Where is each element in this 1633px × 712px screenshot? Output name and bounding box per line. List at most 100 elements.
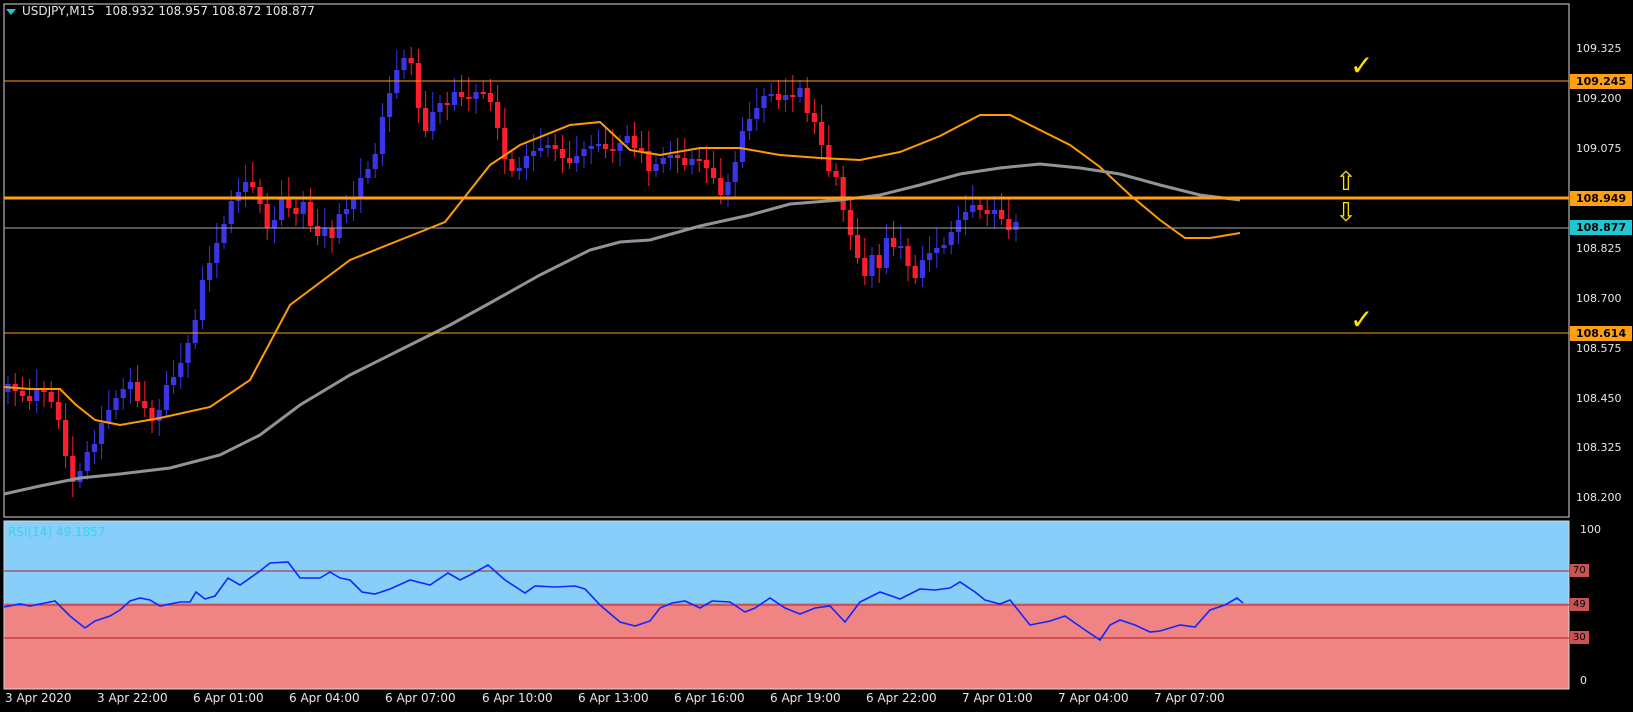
candle-body [631,136,637,148]
candle-body [610,149,616,151]
candle-body [883,238,889,268]
candle-body [99,423,105,444]
candle-body [502,128,508,159]
candle-body [444,103,450,105]
candle-body [948,232,954,245]
candle-body [27,396,33,401]
candle-body [343,209,349,214]
check-mark-icon-bottom: ✓ [1350,303,1374,336]
candle-body [898,246,904,248]
candle-body [70,456,76,482]
candle-body [991,210,997,214]
rsi-upper-zone [4,521,1569,603]
candle-body [840,177,846,210]
candle-body [221,224,227,243]
time-axis-label: 3 Apr 2020 [5,691,72,705]
candle-body [977,205,983,210]
candle-body [257,187,263,204]
candle-body [41,389,47,392]
candle-body [689,159,695,165]
candle-body [754,108,760,119]
collapse-triangle-icon[interactable] [6,8,16,15]
rsi-indicator-label: RSI(14) 49.1857 [8,525,106,539]
rsi-level-30-badge: 30 [1570,631,1589,644]
candle-body [171,377,177,385]
price-tick: 108.450 [1576,392,1622,405]
candle-body [696,159,702,161]
candle-body [804,88,810,113]
candle-body [423,108,429,131]
candle-body [480,92,486,94]
candle-body [855,235,861,258]
rsi-line [3,561,1244,642]
candle-body [739,131,745,162]
candle-body [178,363,184,377]
rsi-axis-tick-max: 100 [1580,523,1601,536]
candle-body [300,202,306,214]
candle-body [747,119,753,131]
time-axis-label: 6 Apr 10:00 [482,691,553,705]
candle-body [819,122,825,145]
candle-body [660,158,666,164]
candle-body [135,382,141,401]
candle-body [365,169,371,178]
candle-body [732,162,738,182]
candle-body [91,444,97,452]
time-axis-label: 3 Apr 22:00 [97,691,168,705]
candle-body [775,94,781,100]
price-tick: 108.200 [1576,491,1622,504]
candle-body [531,151,537,156]
candle-body [358,178,364,198]
candle-body [552,145,558,149]
candle-body [811,113,817,122]
candle-body [279,197,285,220]
price-pane-border [3,3,1570,518]
price-tick: 109.075 [1576,142,1622,155]
price-tick: 109.325 [1576,42,1622,55]
time-axis-label: 6 Apr 01:00 [193,691,264,705]
time-axis-label: 7 Apr 07:00 [1154,691,1225,705]
candle-body [639,148,645,151]
candle-body [595,144,601,146]
up-arrow-icon: ⇧ [1335,167,1357,197]
candle-body [905,246,911,266]
candle-body [955,220,961,232]
candle-body [617,143,623,151]
ohlc-values: 108.932 108.957 108.872 108.877 [104,4,315,18]
candle-body [790,95,796,97]
candle-body [711,168,717,178]
candle-body [113,398,119,410]
candle-body [250,182,256,187]
price-tick: 108.575 [1576,342,1622,355]
symbol-label: USDJPY,M15 [22,4,95,18]
candle-body [847,210,853,235]
candle-body [430,112,436,131]
candle-body [127,382,133,389]
candle-body [192,320,198,343]
candle-body [156,410,162,421]
candle-body [545,145,551,148]
support-price-badge: 108.614 [1570,326,1633,341]
candle-body [142,401,148,408]
candle-body [207,263,213,280]
check-mark-icon-top: ✓ [1350,49,1374,82]
candle-body [538,148,544,151]
fast-moving-average [3,114,1241,427]
candle-body [19,391,25,396]
rsi-lower-zone [4,603,1569,689]
time-axis-label: 6 Apr 07:00 [385,691,456,705]
candle-body [653,164,659,171]
candle-body [783,95,789,100]
candle-body [797,88,803,97]
candle-body [372,154,378,169]
candle-body [322,228,328,236]
candle-body [387,93,393,117]
pivot-price-badge: 108.949 [1570,191,1633,206]
candle-body [862,258,868,276]
rsi-level-70-badge: 70 [1570,564,1589,577]
candle-body [379,117,385,154]
candle-body [451,92,457,105]
candle-body [34,389,40,401]
